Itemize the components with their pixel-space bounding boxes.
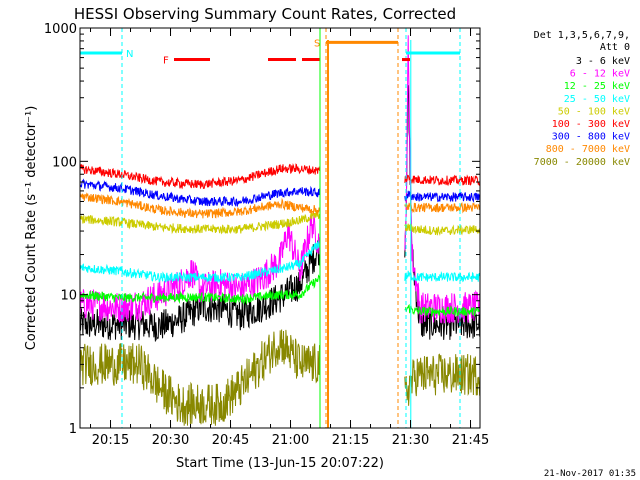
series-5 [80,163,481,190]
footer-date: 21-Nov-2017 01:35 [544,469,636,479]
series-8-line-1 [404,353,481,406]
legend-entry-4: 50 - 100 keV [558,106,630,117]
legend-title-line-1: Att 0 [600,42,630,53]
flag-label-F: F [163,56,169,67]
series-1-line-1 [404,35,481,324]
legend-entry-6: 300 - 800 keV [552,132,630,143]
x-tick-label-6: 21:45 [452,433,489,448]
flag-label-S: S [314,38,320,49]
series-4 [79,209,481,236]
axes: 20:15 20:30 20:45 21:00 21:15 21:30 21:45 1 10 10… [44,22,489,448]
series-8-line-0 [79,329,321,426]
y-tick-label-2: 100 [52,155,77,170]
legend: Det 1,3,5,6,7,9,Att 0 3 - 6 keV 6 - 12 keV… [534,30,630,168]
flag-label-N: N [126,49,133,60]
y-tick-label-0: 1 [69,422,77,437]
series-5-line-0 [80,163,321,190]
plot-area: N F S [79,28,481,428]
series-7-line-0 [79,192,321,219]
flags: N F S [80,28,461,428]
series-2-line-0 [79,274,321,305]
x-tick-label-0: 20:15 [92,433,129,448]
series-3 [79,240,481,284]
plot-frame [79,27,481,429]
legend-entry-7: 800 - 7000 keV [546,144,630,155]
y-axis-label: Corrected Count Rate (s⁻¹ detector⁻¹) [24,106,39,351]
x-tick-label-1: 20:30 [152,433,189,448]
x-axis-label: Start Time (13-Jun-15 20:07:22) [176,456,384,471]
series-8 [79,329,481,426]
legend-title-line-0: Det 1,3,5,6,7,9, [534,30,630,41]
y-tick-label-3: 1000 [44,22,77,37]
series-6-line-0 [79,178,321,207]
legend-entry-5: 100 - 300 keV [552,119,630,130]
series-7-line-1 [404,202,481,214]
series-4-line-0 [79,209,321,235]
x-tick-label-3: 21:00 [272,433,309,448]
legend-entry-2: 12 - 25 keV [564,81,630,92]
series-5-line-1 [404,174,481,187]
series-6-line-1 [404,190,481,203]
series-4-line-1 [404,223,481,236]
legend-entry-3: 25 - 50 keV [564,94,630,105]
series-2-line-1 [404,303,481,318]
x-tick-label-5: 21:30 [392,433,429,448]
y-tick-label-1: 10 [60,289,77,304]
legend-entry-0: 3 - 6 keV [576,56,630,67]
series-1-line-0 [79,212,321,323]
series-6 [79,178,481,207]
series-2 [79,274,481,318]
series-3-line-1 [404,270,481,283]
legend-entry-1: 6 - 12 keV [570,69,630,80]
series-3-line-0 [79,240,321,284]
x-tick-label-2: 20:45 [212,433,249,448]
legend-entry-8: 7000 - 20000 keV [534,157,630,168]
series-7 [79,192,481,219]
chart-title: HESSI Observing Summary Count Rates, Cor… [74,5,456,23]
x-tick-label-4: 21:15 [332,433,369,448]
series-1 [79,35,481,324]
